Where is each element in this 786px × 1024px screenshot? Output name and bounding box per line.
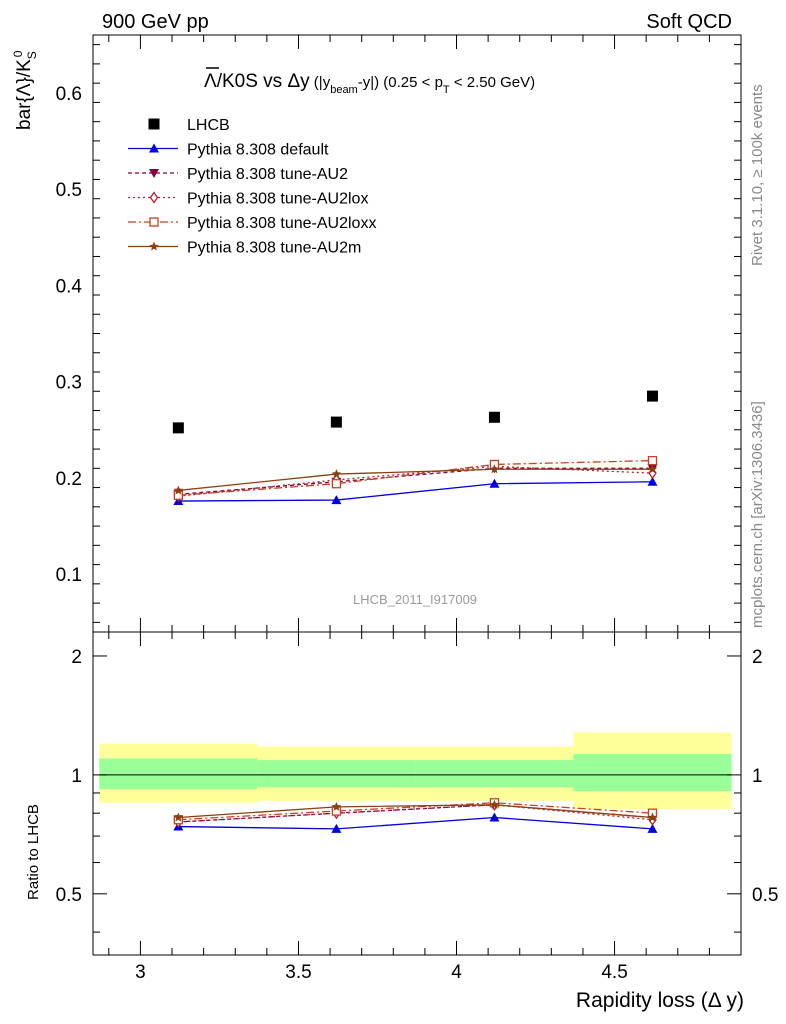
legend-marker-pythia-8-308-tune-au2	[149, 169, 159, 178]
data-point-lhcb	[646, 390, 658, 402]
title-paren-open: (|y	[310, 74, 331, 91]
y-tick-label-top: 0.6	[56, 84, 82, 105]
ratio-line-pythia-8-308-default	[178, 816, 653, 830]
ratio-panel-series	[173, 798, 658, 833]
axis-tick-labels: 3 3.5 4 4.5 0.1 0.2 0.3 0.4 0.5 0.6 0.5 0.5 1 1 2 2	[56, 84, 779, 983]
ratio-point-pythia-8-308-tune-au2m	[489, 799, 500, 809]
ratio-point-pythia-8-308-default	[647, 823, 658, 833]
band-green	[99, 758, 258, 790]
data-point-lhcb	[172, 422, 184, 434]
legend-marker-pythia-8-308-tune-au2m	[149, 241, 159, 251]
x-tick-label: 3	[135, 962, 146, 983]
legend-label-pythia-8-308-tune-au2: Pythia 8.308 tune-AU2	[187, 166, 348, 183]
data-point-lhcb	[488, 411, 500, 423]
y-tick-label-bottom-right: 1	[752, 766, 763, 787]
series-line-pythia-8-308-default	[178, 481, 653, 502]
title-pt-sub: T	[443, 84, 450, 96]
rivet-label: Rivet 3.1.10, ≥ 100k events	[749, 84, 766, 266]
legend-label-pythia-8-308-tune-au2m: Pythia 8.308 tune-AU2m	[187, 240, 361, 257]
legend-marker-pythia-8-308-default	[149, 143, 159, 153]
series-point-pythia-8-308-tune-au2loxx	[647, 455, 658, 466]
legend-marker-pythia-8-308-tune-au2lox	[149, 191, 159, 204]
series-point-pythia-8-308-tune-au2m	[173, 485, 184, 495]
y-tick-label-top: 0.5	[56, 180, 82, 201]
title-main: Λ/K0S vs Δy	[204, 71, 310, 92]
title-range-tail: < 2.50 GeV)	[450, 74, 535, 91]
series-point-pythia-8-308-tune-au2m	[647, 464, 658, 474]
y-tick-label-top: 0.4	[56, 276, 83, 297]
x-tick-label: 4	[451, 962, 462, 983]
ratio-line-pythia-8-308-tune-au2lox	[178, 804, 653, 823]
data-point-lhcb	[330, 416, 342, 428]
ratio-point-pythia-8-308-tune-au2m	[331, 801, 342, 811]
y-tick-label-top: 0.2	[56, 469, 82, 490]
series-point-pythia-8-308-tune-au2loxx	[331, 479, 342, 489]
band-green	[257, 760, 416, 788]
legend-label-pythia-8-308-tune-au2loxx: Pythia 8.308 tune-AU2loxx	[187, 215, 376, 232]
y-tick-label-bottom: 2	[71, 647, 82, 668]
band-green	[573, 753, 732, 792]
legend-label-pythia-8-308-default: Pythia 8.308 default	[187, 142, 329, 159]
series-line-pythia-8-308-tune-au2loxx	[178, 459, 653, 496]
y-tick-label-bottom: 1	[71, 766, 82, 787]
x-tick-label: 4.5	[601, 962, 627, 983]
series-line-pythia-8-308-tune-au2m	[178, 468, 653, 492]
band-green	[415, 760, 574, 788]
y-tick-label-top: 0.1	[56, 565, 82, 586]
axis-ticks	[93, 35, 742, 955]
bottom-panel-frame	[92, 631, 742, 956]
header-left: 900 GeV pp	[102, 11, 209, 33]
x-tick-label: 3.5	[285, 962, 311, 983]
y-tick-label-bottom-right: 2	[752, 647, 763, 668]
legend-marker-pythia-8-308-tune-au2loxx	[149, 217, 159, 227]
y-tick-label-bottom-right: 0.5	[752, 885, 778, 906]
legend-label-lhcb: LHCB	[187, 117, 230, 134]
ratio-line-pythia-8-308-tune-au2loxx	[178, 802, 653, 821]
title-paren-close: -y|) (0.25 < p	[358, 74, 443, 91]
ratio-point-pythia-8-308-default	[331, 823, 342, 833]
y-axis-label-top: bar{Λ}/KS0	[11, 50, 39, 130]
plot-title: Λ/K0S vs Δy (|ybeam-y|) (0.25 < pT < 2.5…	[204, 67, 535, 96]
mcplots-label: mcplots.cern.ch [arXiv:1306.3436]	[749, 401, 766, 628]
x-axis-label: Rapidity loss (Δ y)	[576, 989, 744, 1012]
series-point-pythia-8-308-default	[647, 476, 658, 486]
y-tick-label-bottom: 0.5	[56, 885, 82, 906]
ratio-point-pythia-8-308-default	[489, 812, 500, 822]
ratio-line-pythia-8-308-tune-au2m	[178, 804, 653, 819]
legend-marker-lhcb	[148, 118, 160, 130]
legend: LHCB Pythia 8.308 default Pythia 8.308 tun…	[128, 117, 376, 257]
y-axis-label-bottom: Ratio to LHCB	[25, 804, 42, 900]
watermark: LHCB_2011_I917009	[353, 592, 477, 607]
series-line-pythia-8-308-tune-au2	[178, 467, 653, 495]
y-tick-label-top: 0.3	[56, 373, 82, 394]
series-point-pythia-8-308-default	[489, 478, 500, 488]
header-right: Soft QCD	[646, 11, 732, 33]
series-point-pythia-8-308-tune-au2m	[331, 469, 342, 479]
ratio-point-pythia-8-308-tune-au2m	[173, 812, 184, 822]
ratio-bands	[99, 732, 732, 809]
legend-label-pythia-8-308-tune-au2lox: Pythia 8.308 tune-AU2lox	[187, 191, 368, 208]
series-point-pythia-8-308-default	[331, 495, 342, 505]
series-point-pythia-8-308-tune-au2m	[489, 464, 500, 474]
title-beam-sub: beam	[330, 84, 358, 96]
top-panel-series	[172, 390, 658, 506]
svg-text:Λ/K0S vs Δy (|ybeam-y|) (0.25: Λ/K0S vs Δy (|ybeam-y|) (0.25 < pT < 2.5…	[204, 71, 535, 96]
ratio-point-pythia-8-308-tune-au2m	[647, 812, 658, 822]
